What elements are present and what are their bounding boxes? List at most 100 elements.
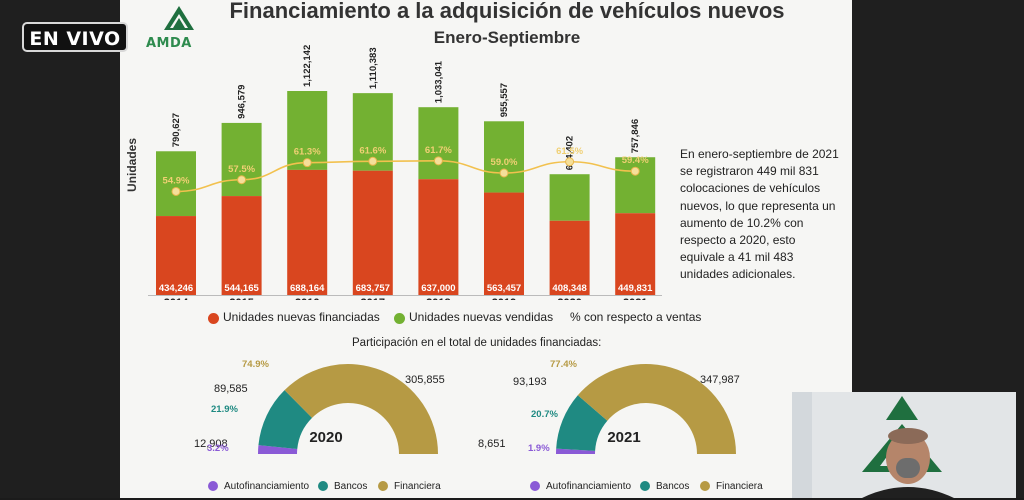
bar-vendidas-2021: [615, 157, 656, 214]
gauge-center-2020: 2020: [309, 429, 342, 446]
legend-percent: % con respecto a ventas: [570, 310, 702, 324]
percent-point-2018: [433, 156, 443, 166]
percent-line: [175, 160, 636, 193]
gauge-value-2021-0: 8,651: [478, 438, 506, 450]
percent-label-2020: 61.5%: [556, 146, 583, 157]
bar-vendidas-2016: [287, 91, 328, 170]
amda-logo-icon: [164, 6, 194, 30]
percent-label-2015: 57.5%: [228, 164, 255, 175]
bar-chart: Unidades 434,246 790,627 2014 544,165 946,579…: [125, 45, 662, 300]
gauge-value-2021-2: 347,987: [700, 374, 740, 386]
label-vendidas-2020: 664,402: [565, 136, 576, 170]
y-axis-label: Unidades: [125, 138, 139, 192]
percent-point-2014: [171, 186, 181, 196]
label-financiadas-2014: 434,246: [159, 283, 193, 294]
percent-label-2018: 61.7%: [425, 145, 452, 156]
x-tick-2019: 2019: [492, 297, 516, 300]
bar-financiadas-2015: [221, 196, 262, 295]
label-financiadas-2017: 683,757: [356, 283, 390, 294]
legend-dot-financiera-1: [378, 481, 388, 491]
label-vendidas-2016: 1,122,142: [302, 45, 313, 87]
label-financiadas-2015: 544,165: [224, 283, 259, 294]
summary-note: En enero-septiembre de 2021 se registrar…: [680, 147, 839, 282]
legend-dot-bancos-2: [640, 481, 650, 491]
legend-dot-autofinanciamiento-1: [208, 481, 218, 491]
label-financiadas-2019: 563,457: [487, 283, 521, 294]
live-badge: EN VIVO: [22, 22, 128, 52]
percent-point-2015: [237, 175, 247, 185]
gauge-pct-2021-2: 77.4%: [550, 359, 577, 370]
gauge-slice-2021-2: [577, 363, 736, 454]
legend-financiera-1: Financiera: [394, 481, 441, 492]
percent-label-2017: 61.6%: [359, 145, 386, 156]
gauge-pct-2020-0: 3.2%: [207, 443, 229, 454]
gauge-slice-2021-1: [556, 395, 608, 451]
percent-point-2019: [499, 168, 509, 178]
label-vendidas-2015: 946,579: [237, 85, 248, 119]
percent-label-2021: 59.4%: [622, 155, 649, 166]
x-tick-2018: 2018: [426, 297, 450, 300]
gauge-pct-2021-1: 20.7%: [531, 409, 558, 420]
label-financiadas-2021: 449,831: [618, 283, 653, 294]
slide-subtitle: Enero-Septiembre: [433, 28, 581, 47]
x-tick-2020: 2020: [557, 297, 581, 300]
percent-label-2016: 61.3%: [294, 147, 321, 158]
presenter-icon: [862, 428, 954, 498]
percent-point-2017: [368, 156, 378, 166]
label-financiadas-2020: 408,348: [552, 283, 586, 294]
bar-financiadas-2016: [287, 169, 328, 295]
label-financiadas-2016: 688,164: [290, 283, 325, 294]
bar-financiadas-2018: [418, 179, 459, 295]
bar-vendidas-2015: [221, 122, 262, 197]
legend-bancos-2: Bancos: [656, 481, 690, 492]
legend-dot-vendidas: [394, 313, 405, 324]
gauge-slice-2021-0: [556, 448, 596, 454]
legend-dot-financiera-2: [700, 481, 710, 491]
gauge-pct-2021-0: 1.9%: [528, 443, 550, 454]
gauge-value-2020-1: 89,585: [214, 383, 248, 395]
legend-bancos-1: Bancos: [334, 481, 368, 492]
participation-title: Participación en el total de unidades fi…: [352, 337, 602, 349]
x-tick-2014: 2014: [164, 297, 189, 300]
gauge-value-2021-1: 93,193: [513, 376, 547, 388]
label-vendidas-2017: 1,110,383: [368, 47, 379, 89]
percent-point-2016: [302, 158, 312, 168]
gauge-slice-2020-2: [284, 364, 438, 454]
x-tick-2017: 2017: [361, 297, 385, 300]
x-tick-2015: 2015: [229, 297, 253, 300]
bar-financiadas-2021: [615, 213, 656, 295]
label-vendidas-2014: 790,627: [171, 113, 182, 147]
gauge-pct-2020-1: 21.9%: [211, 404, 238, 415]
bar-financiadas-2017: [352, 170, 393, 295]
label-vendidas-2021: 757,846: [630, 119, 641, 153]
gauge-value-2020-2: 305,855: [405, 374, 445, 386]
legend-dot-autofinanciamiento-2: [530, 481, 540, 491]
x-tick-2021: 2021: [623, 297, 647, 300]
legend-autofinanciamiento-2: Autofinanciamiento: [546, 481, 632, 492]
legend-financiera-2: Financiera: [716, 481, 763, 492]
gauge-center-2021: 2021: [607, 429, 640, 446]
bar-vendidas-2020: [549, 174, 590, 221]
label-vendidas-2018: 1,033,041: [433, 60, 444, 103]
gauge-pct-2020-2: 74.9%: [242, 359, 269, 370]
logo-text: AMDA: [146, 36, 192, 51]
bar-financiadas-2019: [484, 192, 524, 295]
label-financiadas-2018: 637,000: [421, 283, 455, 294]
legend-autofinanciamiento-1: Autofinanciamiento: [224, 481, 310, 492]
percent-label-2014: 54.9%: [163, 175, 190, 186]
bar-financiadas-2014: [156, 216, 196, 295]
x-tick-2016: 2016: [295, 297, 319, 300]
slide-title: Financiamiento a la adquisición de vehíc…: [229, 0, 785, 23]
video-frame-left: [0, 0, 120, 498]
bar-financiadas-2020: [549, 220, 590, 295]
legend-vendidas: Unidades nuevas vendidas: [409, 310, 554, 324]
bar-vendidas-2018: [418, 107, 459, 180]
bar-vendidas-2019: [484, 121, 524, 193]
gauge-slice-2020-0: [258, 445, 298, 454]
gauge-value-2020-0: 12,908: [194, 438, 228, 450]
webcam-feed: [792, 392, 1016, 498]
percent-point-2021: [630, 166, 640, 176]
legend-dot-financiadas: [208, 313, 219, 324]
bar-vendidas-2014: [156, 151, 196, 217]
